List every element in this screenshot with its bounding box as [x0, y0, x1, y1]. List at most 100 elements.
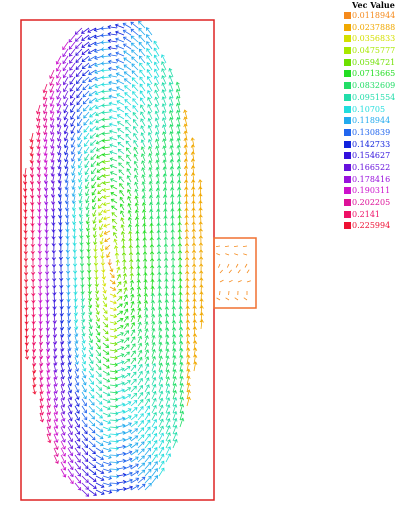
- velocity-arrow: [67, 447, 74, 457]
- velocity-arrow: [109, 481, 120, 486]
- velocity-arrow: [178, 298, 183, 309]
- velocity-arrow: [74, 433, 81, 442]
- velocity-arrow: [102, 468, 112, 473]
- velocity-arrow: [162, 166, 167, 176]
- velocity-arrow: [137, 448, 145, 456]
- velocity-arrow: [121, 244, 126, 253]
- velocity-arrow: [37, 223, 42, 234]
- velocity-arrow: [116, 360, 125, 365]
- legend-value: 0.0594721: [352, 57, 396, 67]
- velocity-arrow: [136, 286, 141, 295]
- velocity-arrow: [46, 384, 51, 395]
- velocity-arrow: [36, 125, 41, 136]
- velocity-arrow: [102, 152, 111, 157]
- velocity-arrow: [115, 44, 125, 50]
- velocity-arrow: [117, 128, 125, 134]
- velocity-arrow: [95, 489, 105, 495]
- velocity-arrow: [176, 109, 181, 120]
- velocity-arrow: [151, 461, 158, 470]
- velocity-arrow: [67, 328, 72, 338]
- velocity-arrow: [99, 237, 104, 245]
- velocity-arrow: [109, 474, 120, 479]
- velocity-arrow: [108, 108, 118, 113]
- velocity-arrow: [102, 173, 111, 178]
- velocity-arrow: [37, 202, 42, 213]
- velocity-arrow: [56, 104, 62, 114]
- velocity-arrow: [95, 111, 104, 117]
- velocity-arrow: [69, 69, 76, 78]
- velocity-arrow: [165, 404, 171, 414]
- velocity-arrow: [87, 55, 97, 61]
- velocity-arrow: [103, 230, 111, 235]
- velocity-arrow: [183, 172, 189, 183]
- velocity-arrow: [63, 104, 69, 114]
- velocity-arrow: [165, 376, 170, 386]
- legend-value: 0.154627: [352, 151, 391, 161]
- velocity-arrow: [165, 341, 170, 351]
- velocity-arrow: [73, 314, 79, 323]
- velocity-arrow: [70, 146, 76, 155]
- velocity-arrow: [179, 375, 184, 386]
- legend-entry: 0.0951554: [344, 93, 406, 105]
- velocity-arrow: [109, 150, 118, 155]
- velocity-arrow: [137, 476, 146, 484]
- velocity-arrow: [150, 271, 155, 281]
- legend-value: 0.202205: [352, 198, 391, 207]
- velocity-arrow: [92, 216, 97, 225]
- velocity-arrow: [123, 43, 132, 50]
- velocity-arrow: [74, 398, 80, 407]
- velocity-arrow: [144, 461, 152, 470]
- velocity-arrow: [56, 76, 62, 86]
- velocity-arrow: [219, 279, 224, 283]
- velocity-arrow: [137, 363, 143, 372]
- velocity-arrow: [151, 355, 156, 365]
- velocity-arrow: [102, 475, 113, 480]
- velocity-arrow: [52, 272, 57, 282]
- velocity-arrow: [66, 300, 71, 310]
- velocity-arrow: [58, 265, 64, 275]
- legend-entry: 0.0713665: [344, 69, 406, 81]
- velocity-arrow: [123, 394, 132, 400]
- velocity-arrow: [157, 313, 163, 323]
- velocity-arrow: [81, 398, 87, 407]
- velocity-arrow: [132, 112, 139, 120]
- velocity-arrow: [102, 412, 112, 418]
- velocity-arrow: [183, 144, 188, 155]
- velocity-arrow: [170, 187, 175, 197]
- velocity-arrow: [116, 266, 121, 274]
- velocity-arrow: [88, 363, 94, 371]
- velocity-arrow: [88, 405, 95, 413]
- velocity-arrow: [102, 166, 111, 171]
- velocity-arrow: [30, 216, 35, 227]
- velocity-arrow: [178, 326, 184, 337]
- velocity-arrow: [158, 334, 163, 344]
- velocity-arrow: [172, 424, 178, 435]
- velocity-arrow: [93, 244, 98, 253]
- velocity-arrow: [88, 447, 96, 455]
- velocity-arrow: [63, 118, 69, 128]
- velocity-arrow: [169, 152, 174, 162]
- velocity-arrow: [172, 410, 178, 421]
- velocity-arrow: [111, 205, 118, 211]
- velocity-arrow: [119, 203, 125, 211]
- velocity-arrow: [62, 69, 69, 79]
- velocity-arrow: [154, 96, 160, 106]
- velocity-arrow: [151, 475, 159, 484]
- velocity-arrow: [123, 478, 133, 484]
- velocity-arrow: [82, 69, 90, 77]
- legend-value: 0.0475777: [352, 46, 396, 56]
- velocity-arrow: [102, 209, 111, 214]
- velocity-arrow: [155, 187, 161, 197]
- velocity-arrow: [101, 117, 111, 122]
- velocity-arrow: [165, 383, 170, 393]
- velocity-arrow: [63, 125, 69, 135]
- velocity-arrow: [46, 377, 51, 388]
- velocity-arrow: [88, 314, 93, 323]
- velocity-arrow: [109, 488, 120, 493]
- velocity-arrow: [134, 195, 139, 204]
- velocity-arrow: [147, 131, 153, 141]
- velocity-arrow: [131, 84, 139, 92]
- velocity-arrow: [52, 314, 57, 324]
- velocity-arrow: [78, 216, 84, 225]
- velocity-arrow: [142, 251, 148, 259]
